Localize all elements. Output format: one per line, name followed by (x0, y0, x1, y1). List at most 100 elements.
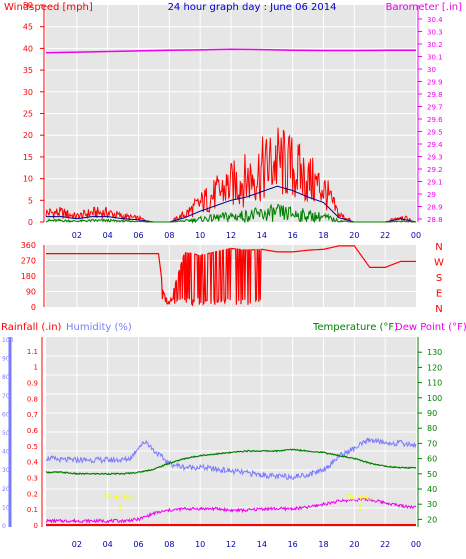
x-tick-label: 06 (133, 540, 143, 549)
humidity-tick-label: 90 (2, 356, 10, 363)
humidity-tick-label: 100 (2, 337, 14, 344)
wind-low-series (45, 203, 416, 224)
temperature-tick-label: 20 (427, 515, 437, 524)
rain-tick-label: 0.6 (27, 427, 39, 435)
x-tick-label: 12 (226, 231, 236, 240)
rain-tick-label: 0 (34, 522, 38, 530)
rain-tick-label: 0.8 (27, 395, 38, 403)
barometer-tick-label: 30.2 (427, 41, 443, 49)
direction-tick-label: 0 (31, 303, 36, 312)
wind-tick-label: 5 (28, 196, 33, 205)
compass-label: N (435, 242, 442, 253)
humidity-tick-label: 60 (2, 411, 10, 418)
barometer-tick-label: 29.2 (427, 166, 443, 174)
x-tick-label: 20 (349, 231, 359, 240)
x-tick-label: 00 (411, 231, 421, 240)
humidity-tick-label: 30 (2, 467, 10, 474)
wind-axis-label: Windspeed [mph] (4, 2, 93, 13)
barometer-tick-label: 30.4 (427, 16, 443, 24)
wind-tick-label: 30 (23, 88, 33, 97)
direction-tick-label: 180 (21, 272, 36, 281)
x-tick-label: 16 (288, 540, 298, 549)
x-tick-label: 02 (72, 540, 82, 549)
temperature-tick-label: 120 (427, 363, 442, 372)
x-tick-label: 14 (257, 540, 267, 549)
rain-tick-label: 0.1 (27, 506, 38, 514)
temperature-tick-label: 70 (427, 439, 437, 448)
compass-label: E (436, 289, 442, 300)
x-tick-label: 08 (164, 231, 174, 240)
temperature-tick-label: 80 (427, 424, 437, 433)
temperature-axis-label: Temperature (°F) (312, 322, 398, 333)
dewpoint-series (46, 497, 417, 525)
compass-label: W (434, 258, 444, 269)
compass-label: S (436, 273, 442, 284)
x-tick-label: 00 (411, 540, 421, 549)
sunrise-label: Sunrise (105, 493, 135, 502)
barometer-tick-label: 29.7 (427, 104, 443, 112)
rain-tick-label: 0.3 (27, 475, 38, 483)
rain-tick-label: 1 (34, 364, 38, 372)
barometer-tick-label: 29.5 (427, 129, 443, 137)
wind-tick-label: 50 (23, 1, 33, 10)
wind-tick-label: 15 (23, 153, 33, 162)
compass-label: N (435, 304, 442, 315)
humidity-tick-label: 20 (2, 486, 10, 493)
wind-direction-series (46, 245, 416, 307)
rain-tick-label: 0.7 (27, 411, 38, 419)
humidity-tick-label: 10 (2, 504, 10, 511)
wind-tick-label: 0 (28, 218, 33, 227)
humidity-tick-label: 50 (2, 430, 10, 437)
wind-tick-label: 10 (23, 175, 33, 184)
x-tick-label: 16 (288, 231, 298, 240)
graph-title: 24 hour graph day : June 06 2014 (168, 2, 337, 13)
x-tick-label: 20 (349, 540, 359, 549)
temperature-tick-label: 60 (427, 455, 437, 464)
barometer-tick-label: 29.6 (427, 116, 443, 124)
humidity-tick-label: 40 (2, 449, 10, 456)
temperature-tick-label: 110 (427, 379, 442, 388)
rain-tick-label: 0.4 (27, 459, 39, 467)
temperature-tick-label: 30 (427, 500, 437, 509)
barometer-series (45, 48, 416, 54)
temperature-tick-label: 90 (427, 409, 437, 418)
x-tick-label: 22 (380, 231, 390, 240)
direction-tick-label: 270 (21, 257, 36, 266)
barometer-tick-label: 30.3 (427, 29, 443, 37)
rain-tick-label: 0.9 (27, 380, 38, 388)
wind-tick-label: 25 (23, 110, 33, 119)
humidity-series (45, 437, 417, 481)
barometer-tick-label: 29.4 (427, 141, 443, 149)
direction-tick-label: 90 (26, 288, 36, 297)
wind-tick-label: 20 (23, 131, 33, 140)
x-tick-label: 04 (103, 231, 113, 240)
data-series (45, 48, 417, 526)
x-tick-label: 12 (226, 540, 236, 549)
x-tick-label: 02 (72, 231, 82, 240)
x-tick-label: 10 (195, 231, 205, 240)
temperature-tick-label: 130 (427, 348, 442, 357)
rain-tick-label: 0.2 (27, 490, 38, 498)
barometer-tick-label: 30.1 (427, 54, 443, 62)
axis-ticks: 0202040406060808101012121414161618182020… (2, 1, 444, 549)
humidity-axis-label: Humidity (%) (66, 322, 132, 333)
x-tick-label: 18 (318, 540, 328, 549)
barometer-tick-label: 28.8 (427, 216, 443, 224)
barometer-axis-label: Barometer [.in] (386, 2, 462, 13)
rain-tick-label: 1.1 (27, 348, 38, 356)
rain-tick-label: 0.5 (27, 443, 38, 451)
wind-tick-label: 40 (23, 44, 33, 53)
x-tick-label: 06 (133, 231, 143, 240)
temperature-tick-label: 50 (427, 470, 437, 479)
sunset-label: Sunset (346, 493, 373, 502)
humidity-tick-label: 0 (2, 523, 6, 530)
temperature-series (45, 448, 417, 476)
barometer-tick-label: 29.9 (427, 79, 443, 87)
barometer-tick-label: 30 (427, 66, 436, 74)
humidity-tick-label: 80 (2, 374, 10, 381)
barometer-tick-label: 29.3 (427, 154, 443, 162)
temperature-tick-label: 100 (427, 394, 442, 403)
temperature-tick-label: 40 (427, 485, 437, 494)
